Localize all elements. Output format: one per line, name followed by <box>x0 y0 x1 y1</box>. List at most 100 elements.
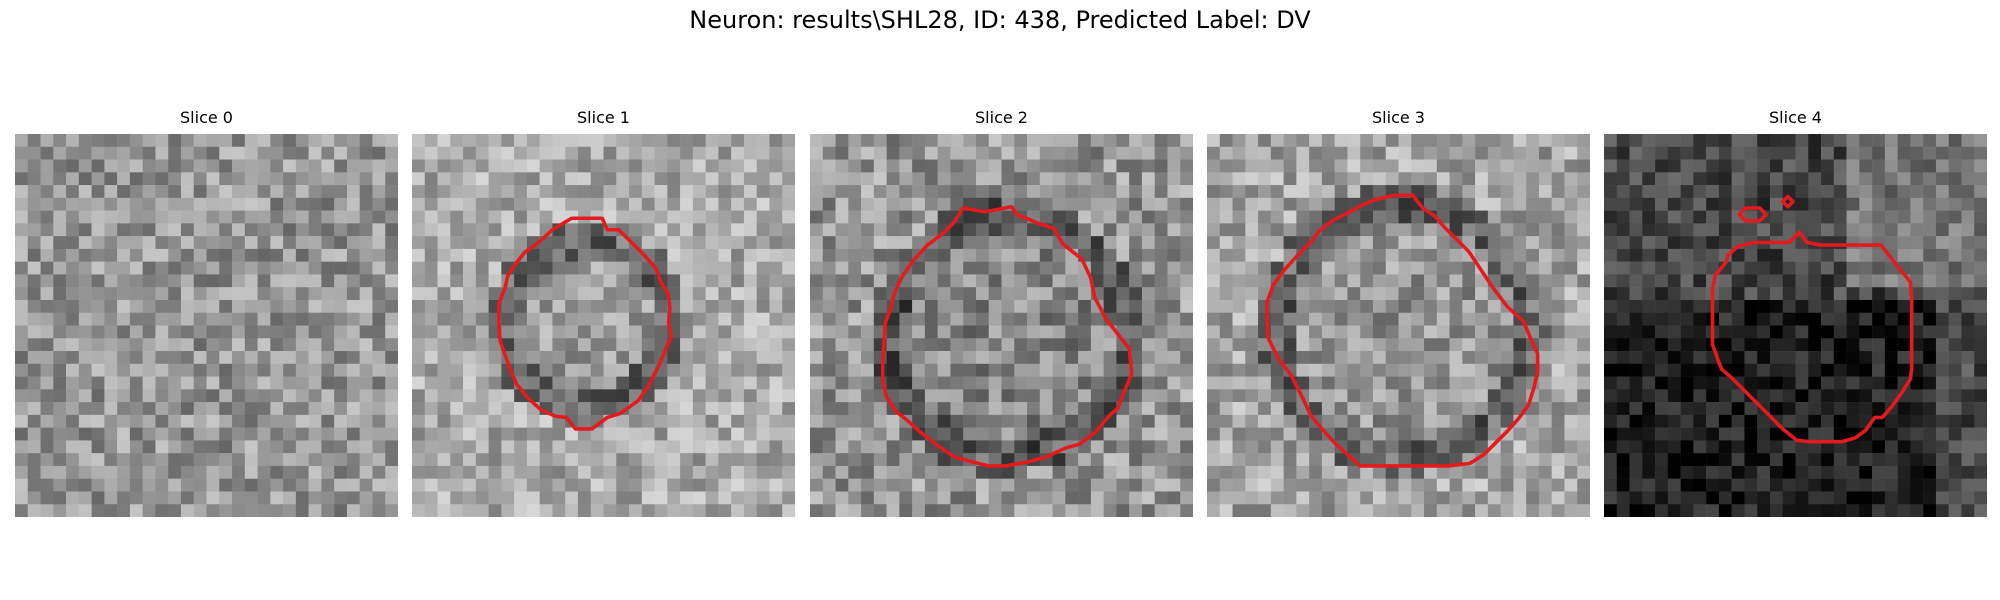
pixel-cell <box>463 236 477 250</box>
pixel-cell <box>1078 465 1092 479</box>
pixel-cell <box>321 248 335 262</box>
pixel-cell <box>1014 478 1028 492</box>
pixel-cell <box>769 146 783 160</box>
pixel-cell <box>232 185 246 199</box>
pixel-cell <box>1103 236 1117 250</box>
pixel-cell <box>692 402 706 416</box>
pixel-cell <box>641 363 655 377</box>
pixel-cell <box>180 210 194 224</box>
pixel-cell <box>975 427 989 441</box>
pixel-cell <box>1782 287 1796 301</box>
pixel-cell <box>975 261 989 275</box>
pixel-cell <box>1270 172 1284 186</box>
pixel-cell <box>206 312 220 326</box>
pixel-cell <box>1039 465 1053 479</box>
pixel-cell <box>1321 440 1335 454</box>
pixel-cell <box>66 274 80 288</box>
pixel-cell <box>1513 299 1527 313</box>
pixel-cell <box>1258 197 1272 211</box>
pixel-cell <box>91 210 105 224</box>
pixel-cell <box>718 134 732 148</box>
pixel-cell <box>1604 491 1618 505</box>
pixel-cell <box>346 312 360 326</box>
pixel-cell <box>1385 363 1399 377</box>
pixel-cell <box>1731 172 1745 186</box>
pixel-cell <box>1207 465 1221 479</box>
pixel-cell <box>680 312 694 326</box>
pixel-cell <box>1014 465 1028 479</box>
pixel-cell <box>1232 210 1246 224</box>
pixel-cell <box>975 414 989 428</box>
pixel-cell <box>718 236 732 250</box>
pixel-cell <box>667 389 681 403</box>
pixel-cell <box>1667 363 1681 377</box>
pixel-cell <box>270 146 284 160</box>
pixel-cell <box>1744 376 1758 390</box>
pixel-cell <box>1744 223 1758 237</box>
pixel-cell <box>295 185 309 199</box>
pixel-cell <box>1513 159 1527 173</box>
pixel-cell <box>1718 210 1732 224</box>
pixel-cell <box>1680 504 1694 517</box>
pixel-cell <box>155 389 169 403</box>
pixel-cell <box>1449 210 1463 224</box>
pixel-cell <box>1462 414 1476 428</box>
pixel-cell <box>603 197 617 211</box>
pixel-cell <box>257 236 271 250</box>
pixel-cell <box>861 402 875 416</box>
pixel-cell <box>539 197 553 211</box>
pixel-cell <box>848 159 862 173</box>
pixel-cell <box>1948 236 1962 250</box>
pixel-cell <box>1923 478 1937 492</box>
pixel-cell <box>988 414 1002 428</box>
pixel-cell <box>1744 299 1758 313</box>
pixel-cell <box>1078 274 1092 288</box>
pixel-cell <box>437 223 451 237</box>
pixel-cell <box>1974 402 1987 416</box>
pixel-cell <box>346 261 360 275</box>
pixel-cell <box>835 287 849 301</box>
pixel-cell <box>552 376 566 390</box>
pixel-cell <box>40 491 54 505</box>
pixel-cell <box>743 236 757 250</box>
pixel-cell <box>1219 185 1233 199</box>
pixel-cell <box>1027 414 1041 428</box>
pixel-cell <box>78 197 92 211</box>
pixel-cell <box>475 287 489 301</box>
pixel-cell <box>1935 402 1949 416</box>
pixel-cell <box>1642 465 1656 479</box>
pixel-cell <box>782 274 795 288</box>
pixel-cell <box>1616 363 1630 377</box>
pixel-cell <box>1436 338 1450 352</box>
pixel-cell <box>1655 453 1669 467</box>
pixel-cell <box>1334 223 1348 237</box>
pixel-cell <box>270 299 284 313</box>
pixel-cell <box>924 453 938 467</box>
pixel-cell <box>1500 210 1514 224</box>
pixel-cell <box>91 465 105 479</box>
pixel-cell <box>1232 363 1246 377</box>
pixel-cell <box>372 402 386 416</box>
pixel-cell <box>718 312 732 326</box>
pixel-cell <box>1052 478 1066 492</box>
pixel-cell <box>1718 172 1732 186</box>
pixel-cell <box>718 351 732 365</box>
pixel-cell <box>1642 274 1656 288</box>
pixel-cell <box>1948 389 1962 403</box>
pixel-cell <box>1577 223 1590 237</box>
pixel-cell <box>155 402 169 416</box>
pixel-cell <box>1014 440 1028 454</box>
pixel-cell <box>1052 299 1066 313</box>
pixel-cell <box>1833 261 1847 275</box>
pixel-cell <box>937 274 951 288</box>
pixel-cell <box>1629 440 1643 454</box>
pixel-cell <box>1001 491 1015 505</box>
pixel-cell <box>40 248 54 262</box>
pixel-cell <box>950 146 964 160</box>
pixel-cell <box>193 299 207 313</box>
pixel-cell <box>501 134 515 148</box>
pixel-cell <box>488 440 502 454</box>
pixel-cell <box>705 465 719 479</box>
pixel-cell <box>1207 274 1221 288</box>
pixel-cell <box>886 363 900 377</box>
